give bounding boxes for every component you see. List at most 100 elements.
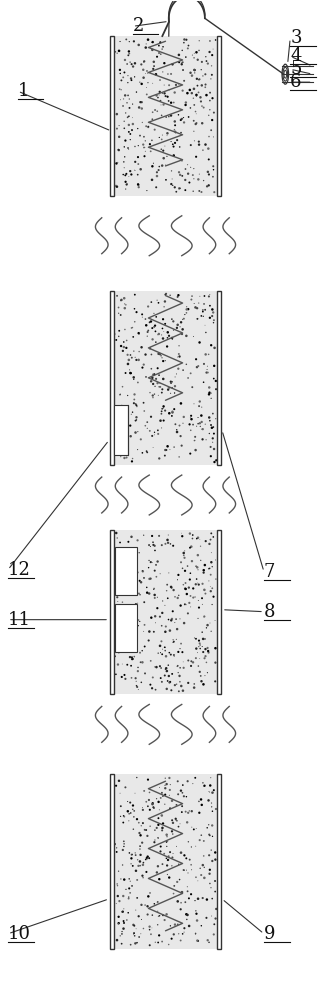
Point: [203, 641, 208, 657]
Point: [188, 159, 193, 175]
Point: [149, 373, 154, 389]
Text: 10: 10: [8, 925, 31, 943]
Point: [121, 574, 126, 590]
Point: [171, 582, 176, 598]
Point: [157, 375, 163, 391]
Point: [136, 682, 141, 698]
Point: [176, 449, 182, 465]
Point: [119, 656, 125, 672]
Point: [136, 545, 142, 561]
Point: [188, 422, 193, 438]
Point: [198, 538, 203, 554]
Point: [149, 528, 155, 544]
Point: [189, 68, 195, 84]
Point: [202, 582, 207, 598]
Point: [114, 155, 119, 171]
Point: [168, 375, 174, 391]
Point: [184, 814, 190, 830]
Point: [165, 338, 170, 354]
Point: [182, 31, 187, 47]
Point: [177, 816, 183, 832]
Point: [117, 438, 122, 454]
Point: [134, 412, 139, 428]
Point: [146, 119, 151, 135]
Point: [165, 532, 170, 548]
Point: [136, 326, 142, 342]
Point: [192, 97, 197, 113]
Point: [177, 348, 182, 364]
Point: [115, 288, 120, 304]
Point: [143, 311, 148, 327]
Point: [114, 932, 119, 948]
Point: [118, 34, 123, 50]
Point: [196, 600, 202, 616]
Point: [131, 821, 136, 837]
Point: [142, 822, 147, 838]
Point: [176, 644, 181, 660]
Point: [213, 655, 218, 671]
Point: [130, 116, 135, 132]
Point: [158, 34, 163, 50]
Point: [135, 659, 141, 675]
Point: [144, 850, 149, 866]
Point: [197, 71, 202, 87]
Point: [162, 77, 167, 93]
Point: [197, 393, 202, 409]
Point: [186, 580, 192, 596]
Point: [153, 66, 159, 82]
Point: [167, 442, 172, 458]
Point: [178, 598, 183, 614]
Point: [191, 396, 197, 412]
Point: [153, 682, 158, 698]
Point: [118, 785, 123, 801]
Point: [136, 156, 141, 172]
Point: [138, 431, 143, 447]
Point: [185, 40, 190, 56]
Point: [183, 804, 188, 820]
Point: [165, 577, 170, 593]
Point: [169, 812, 175, 828]
Point: [148, 554, 154, 570]
Point: [121, 405, 127, 421]
Point: [128, 365, 134, 381]
Point: [136, 177, 141, 193]
Point: [213, 640, 218, 656]
Point: [150, 104, 155, 120]
Bar: [217, 774, 221, 949]
Point: [174, 659, 180, 675]
Point: [213, 844, 218, 860]
Point: [155, 292, 160, 308]
Text: 6: 6: [290, 73, 302, 91]
Point: [160, 856, 165, 872]
Point: [213, 373, 218, 389]
Point: [213, 901, 219, 917]
Point: [144, 851, 149, 867]
Point: [181, 788, 187, 804]
Point: [136, 99, 142, 115]
Point: [123, 133, 128, 149]
Point: [126, 889, 131, 905]
Point: [176, 338, 182, 354]
Point: [170, 177, 175, 193]
Point: [168, 579, 174, 595]
Point: [209, 799, 214, 815]
Point: [164, 660, 169, 676]
Point: [166, 382, 171, 398]
Point: [210, 406, 215, 422]
Point: [160, 127, 165, 143]
Point: [210, 597, 215, 613]
Point: [167, 674, 173, 690]
Point: [114, 896, 119, 912]
Point: [209, 554, 214, 570]
Point: [171, 886, 176, 902]
Point: [178, 112, 183, 128]
Point: [180, 528, 185, 544]
Point: [161, 150, 166, 166]
Point: [178, 845, 184, 861]
Point: [151, 799, 156, 815]
Point: [196, 639, 202, 655]
Point: [163, 172, 168, 188]
Point: [138, 574, 144, 590]
Point: [152, 581, 157, 597]
Point: [142, 139, 148, 155]
